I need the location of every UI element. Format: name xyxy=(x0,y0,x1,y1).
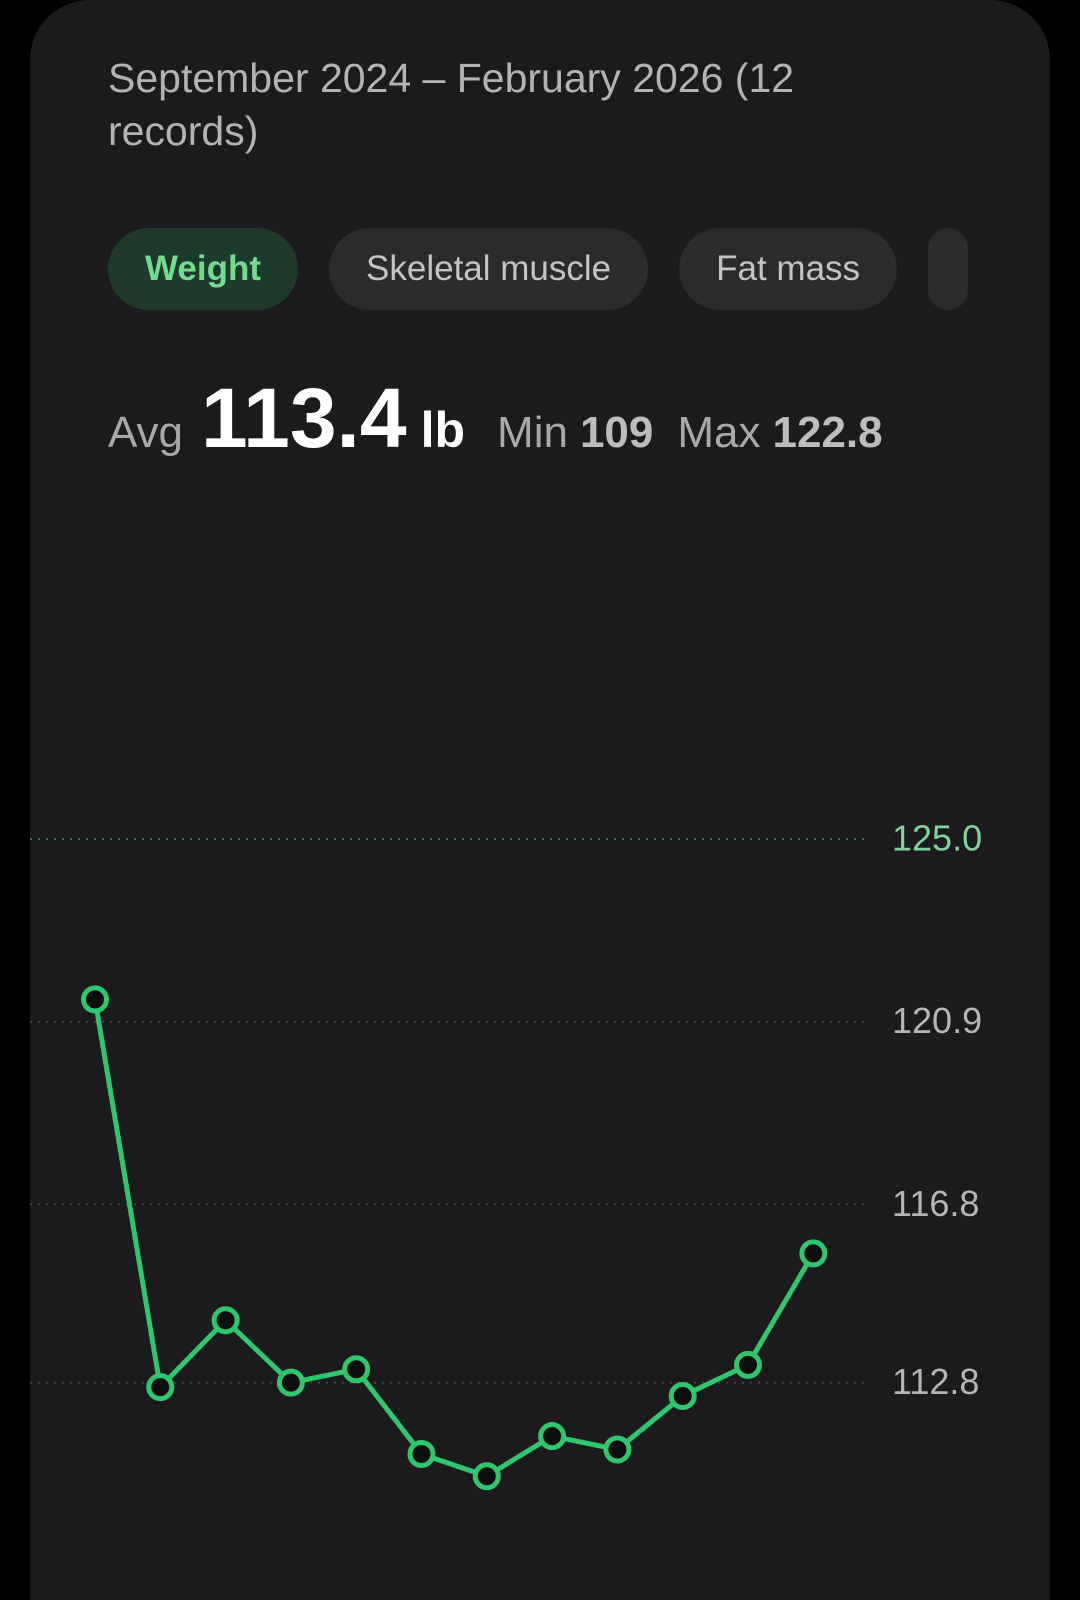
point xyxy=(668,1382,697,1411)
point xyxy=(538,1422,567,1451)
date-range: September 2024 – February 2026 (12 recor… xyxy=(108,55,795,154)
y-tick-label: 112.8 xyxy=(892,1361,979,1402)
unit: lb xyxy=(420,402,466,458)
point xyxy=(734,1350,762,1379)
tab[interactable]: Weight xyxy=(108,228,299,310)
avg-value: 113.4 xyxy=(201,371,407,465)
metric-tabs: Weight Skeletal muscle Fat mass xyxy=(108,228,972,310)
page: September 2024 – February 2026 (12 recor… xyxy=(30,0,1050,1600)
point xyxy=(603,1435,632,1464)
chart: 112.8 116.8 120.9 125.0 xyxy=(30,818,982,1491)
min-label: Min xyxy=(497,408,568,457)
point xyxy=(799,1239,828,1268)
point xyxy=(81,985,109,1014)
max-value: 122.8 xyxy=(772,408,883,457)
tab[interactable] xyxy=(928,228,969,310)
stats: Avg 113.4 lb Min 109 Max 122.8 xyxy=(108,370,907,467)
y-tick-label: 116.8 xyxy=(892,1183,979,1224)
point xyxy=(276,1368,305,1397)
point xyxy=(146,1373,175,1402)
tab[interactable]: Fat mass xyxy=(679,228,898,310)
tab[interactable]: Skeletal muscle xyxy=(329,228,649,310)
y-tick-label: 125.0 xyxy=(892,818,982,859)
y-tick-label: 120.9 xyxy=(892,1000,982,1041)
point xyxy=(407,1439,436,1468)
avg-label: Avg xyxy=(108,408,184,457)
point xyxy=(342,1355,371,1384)
min-value: 109 xyxy=(579,408,654,457)
max-label: Max xyxy=(677,408,761,457)
line xyxy=(92,999,816,1479)
point xyxy=(211,1306,240,1335)
point xyxy=(472,1462,501,1491)
